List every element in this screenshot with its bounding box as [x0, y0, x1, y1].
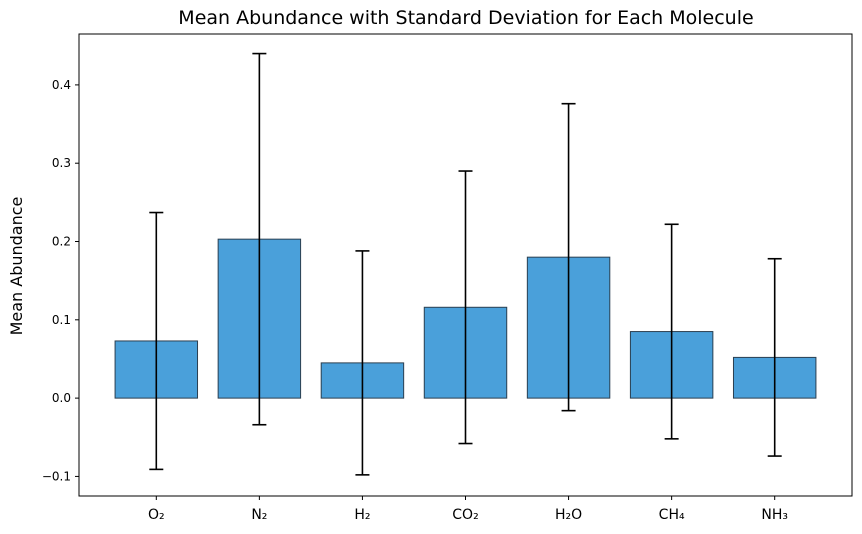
error-bar: [561, 102, 576, 412]
y-tick-label: 0.4: [52, 78, 71, 92]
x-tick-label: CO₂: [452, 507, 478, 523]
x-tick-label: O₂: [148, 507, 165, 523]
y-tick-label: −0.1: [42, 469, 71, 483]
y-tick-label: 0.2: [52, 235, 71, 249]
error-bar: [458, 170, 473, 445]
y-axis-label: Mean Abundance: [7, 197, 26, 336]
plot-area: −0.1 0.0 0.1 0.2 0.3 0.4 O₂ N₂ H₂ CO₂ H₂O CH₄ NH₃: [42, 33, 853, 523]
y-tick-label: 0.3: [52, 156, 71, 170]
error-bar: [252, 52, 267, 426]
x-tick-label: H₂: [354, 507, 370, 523]
x-tick-label: H₂O: [555, 507, 582, 523]
x-tick-label: NH₃: [761, 507, 788, 523]
y-tick-label: 0.1: [52, 313, 71, 327]
y-tick-label: 0.0: [52, 391, 71, 405]
error-bar: [664, 223, 679, 440]
x-tick-label: CH₄: [659, 507, 685, 523]
error-bar: [149, 211, 164, 471]
error-bar: [767, 257, 782, 457]
chart-title: Mean Abundance with Standard Deviation f…: [178, 7, 753, 29]
error-bar: [355, 250, 370, 476]
x-tick-label: N₂: [251, 507, 267, 523]
